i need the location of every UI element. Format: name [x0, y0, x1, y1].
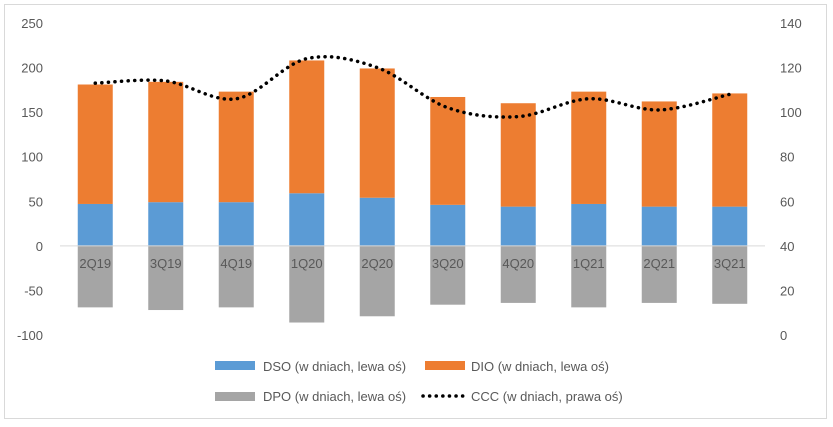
legend-label-dso: DSO (w dniach, lewa oś) — [263, 359, 406, 374]
left-axis-tick-label: 250 — [21, 16, 43, 31]
right-axis-tick-label: 60 — [780, 194, 794, 209]
ccc-line — [93, 54, 732, 119]
dpo-bar — [571, 245, 607, 308]
dso-bar — [148, 202, 184, 246]
dso-bar — [571, 203, 607, 246]
legend-label-dpo: DPO (w dniach, lewa oś) — [263, 389, 406, 404]
category-tick-label: 3Q20 — [432, 256, 464, 271]
dso-bar — [289, 193, 325, 246]
dso-bar — [500, 206, 536, 246]
dso-bar — [218, 202, 254, 246]
dpo-bar — [712, 245, 748, 304]
legend-item-dio: DIO (w dniach, lewa oś) — [425, 359, 609, 374]
category-tick-label: 4Q19 — [220, 256, 252, 271]
left-axis-tick-label: 0 — [36, 239, 43, 254]
dso-bar — [641, 206, 677, 246]
left-axis-tick-label: 200 — [21, 61, 43, 76]
right-axis-tick-label: 100 — [780, 105, 802, 120]
right-axis: 0 20 40 60 80 100 120 140 — [780, 16, 802, 343]
left-axis: -100 -50 0 50 100 150 200 250 — [17, 16, 43, 343]
right-axis-tick-label: 20 — [780, 283, 794, 298]
legend-item-dso: DSO (w dniach, lewa oś) — [215, 359, 406, 374]
legend-label-ccc: CCC (w dniach, prawa oś) — [471, 389, 623, 404]
dio-bar — [571, 91, 607, 204]
dpo-bar — [641, 245, 677, 303]
dio-bar — [218, 91, 254, 203]
left-axis-tick-label: 100 — [21, 150, 43, 165]
left-axis-tick-label: 150 — [21, 105, 43, 120]
dso-bar — [712, 206, 748, 246]
left-axis-tick-label: -50 — [24, 283, 43, 298]
dpo-bar — [500, 245, 536, 303]
category-labels: 2Q19 3Q19 4Q19 1Q20 2Q20 3Q20 4Q20 1Q21 2Q21 3Q21 — [79, 256, 745, 271]
category-tick-label: 2Q20 — [361, 256, 393, 271]
right-axis-tick-label: 0 — [780, 328, 787, 343]
dpo-bar — [218, 245, 254, 308]
legend: DSO (w dniach, lewa oś) DIO (w dniach, l… — [215, 359, 623, 404]
dio-bar — [359, 68, 395, 198]
category-tick-label: 2Q19 — [79, 256, 111, 271]
category-tick-label: 1Q21 — [573, 256, 605, 271]
left-axis-tick-label: 50 — [29, 194, 43, 209]
right-axis-tick-label: 80 — [780, 150, 794, 165]
dio-bar — [712, 93, 748, 207]
category-tick-label: 3Q19 — [150, 256, 182, 271]
category-tick-label: 2Q21 — [643, 256, 675, 271]
dso-bar — [430, 204, 466, 246]
dpo-bar — [148, 245, 184, 311]
right-axis-tick-label: 40 — [780, 239, 794, 254]
dio-bar — [430, 96, 466, 205]
legend-item-ccc: CCC (w dniach, prawa oś) — [421, 389, 623, 404]
right-axis-tick-label: 120 — [780, 61, 802, 76]
legend-item-dpo: DPO (w dniach, lewa oś) — [215, 389, 406, 404]
left-axis-tick-label: -100 — [17, 328, 43, 343]
dio-bar — [289, 60, 325, 194]
legend-swatch-dso — [215, 361, 255, 370]
dio-bar — [500, 103, 536, 207]
category-tick-label: 4Q20 — [502, 256, 534, 271]
chart-frame: -100 -50 0 50 100 150 200 250 0 20 40 60 80 100 120 14… — [4, 4, 827, 419]
dpo-bar — [77, 245, 113, 308]
legend-label-dio: DIO (w dniach, lewa oś) — [471, 359, 609, 374]
category-tick-label: 3Q21 — [714, 256, 746, 271]
category-tick-label: 1Q20 — [291, 256, 323, 271]
right-axis-tick-label: 140 — [780, 16, 802, 31]
dio-bar — [148, 81, 184, 203]
dso-bar — [359, 197, 395, 246]
dpo-bar — [430, 245, 466, 305]
dio-bar — [641, 101, 677, 207]
dpo-bar — [359, 245, 395, 317]
legend-swatch-dpo — [215, 392, 255, 401]
ccc-chart: -100 -50 0 50 100 150 200 250 0 20 40 60 80 100 120 14… — [17, 16, 802, 404]
dso-bar — [77, 203, 113, 246]
dpo-bar — [289, 245, 325, 323]
legend-swatch-dio — [425, 361, 465, 370]
dio-bar — [77, 84, 113, 204]
bars-group — [77, 60, 748, 323]
